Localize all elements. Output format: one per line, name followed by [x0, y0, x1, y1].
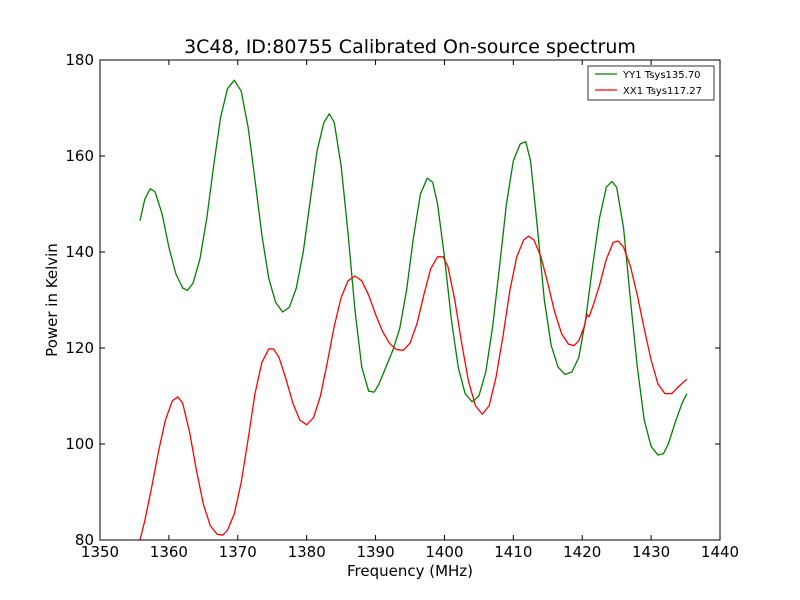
- legend-label-xx1: XX1 Tsys117.27: [623, 86, 702, 97]
- y-axis-label: Power in Kelvin: [43, 243, 61, 357]
- y-tick-label: 100: [65, 435, 94, 453]
- y-tick-label: 140: [65, 243, 94, 261]
- series-line-yy1: [139, 79, 688, 456]
- x-tick-label: 1430: [632, 543, 670, 561]
- x-tick-label: 1440: [701, 543, 739, 561]
- x-tick-label: 1370: [219, 543, 257, 561]
- y-tick-label: 160: [65, 147, 94, 165]
- plot-frame: [99, 59, 721, 541]
- series-line-xx1: [139, 235, 688, 541]
- x-axis: 1350 1360 1370 1380 1390 1400 1410 1420 1430 1440: [81, 60, 739, 561]
- x-axis-label: Frequency (MHz): [347, 562, 473, 580]
- y-tick-label: 80: [75, 531, 94, 549]
- y-axis: 80 100 120 140 160 180: [65, 51, 720, 549]
- series-layer: [139, 79, 688, 541]
- x-tick-label: 1400: [425, 543, 463, 561]
- plot-area: [99, 59, 721, 541]
- chart-title: 3C48, ID:80755 Calibrated On-source spec…: [184, 36, 636, 58]
- y-tick-label: 180: [65, 51, 94, 69]
- legend: YY1 Tsys135.70 XX1 Tsys117.27: [587, 65, 715, 101]
- legend-box: [587, 65, 715, 101]
- x-tick-label: 1420: [563, 543, 601, 561]
- x-tick-label: 1350: [81, 543, 119, 561]
- y-tick-label: 120: [65, 339, 94, 357]
- x-tick-label: 1360: [150, 543, 188, 561]
- x-tick-label: 1380: [288, 543, 326, 561]
- legend-label-yy1: YY1 Tsys135.70: [622, 70, 701, 81]
- x-tick-label: 1390: [356, 543, 394, 561]
- x-tick-label: 1410: [494, 543, 532, 561]
- plot-background: [100, 60, 720, 540]
